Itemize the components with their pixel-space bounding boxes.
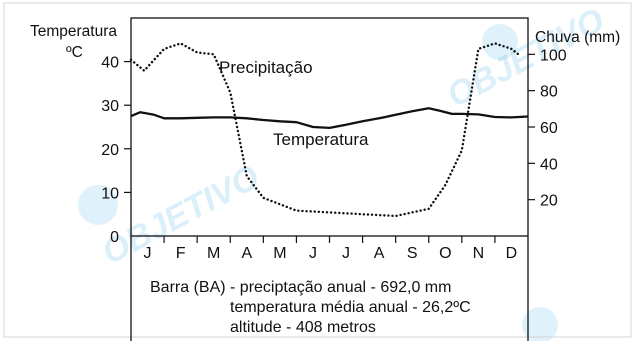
left-y-tick-label: 40	[101, 55, 119, 72]
caption-line-1: Barra (BA) - preciptação anual - 692,0 m…	[150, 279, 451, 296]
series-layer	[129, 42, 529, 218]
left-axis-label-line1: Temperatura	[30, 23, 117, 40]
temperature-series-label: Temperatura	[273, 130, 369, 149]
left-axis-label-line2: ºC	[66, 44, 83, 61]
x-tick-label-4: A	[241, 245, 252, 262]
x-tick-label-8: A	[374, 245, 385, 262]
caption-line-2: temperatura média anual - 26,2ºC	[230, 299, 471, 316]
x-tick-label-2: F	[176, 245, 186, 262]
x-tick-label-3: M	[207, 245, 220, 262]
x-tick-label-12: D	[506, 245, 518, 262]
right-y-tick-label: 100	[540, 47, 567, 64]
right-y-tick-label: 20	[540, 193, 558, 210]
right-axis-label: Chuva (mm)	[535, 29, 620, 46]
x-tick-label-1: J	[144, 245, 152, 262]
right-y-tick-label: 80	[540, 84, 558, 101]
temperature-line	[130, 107, 529, 130]
right-y-tick-label: 60	[540, 120, 558, 137]
caption-line-3: altitude - 408 metros	[230, 319, 376, 336]
x-tick-label-9: S	[407, 245, 418, 262]
objetivo-watermark-logo	[482, 24, 518, 60]
left-y-tick-label: 20	[101, 142, 119, 159]
axes-layer: J F M A M J J A S O N D 0 10 20 30 40 20 40 60 80 100	[101, 47, 567, 262]
objetivo-watermark-logo	[522, 307, 558, 341]
right-y-tick-label: 40	[540, 156, 558, 173]
left-y-tick-label: 10	[101, 185, 119, 202]
x-tick-label-6: J	[309, 245, 317, 262]
x-tick-label-7: J	[342, 245, 350, 262]
precipitation-series-label: Precipitação	[219, 58, 313, 77]
left-y-tick-label: 30	[101, 98, 119, 115]
x-tick-label-5: M	[273, 245, 286, 262]
left-y-tick-label: 0	[110, 229, 119, 246]
x-tick-label-10: O	[439, 245, 451, 262]
objetivo-watermark-logo	[78, 185, 118, 225]
figure-frame	[3, 2, 632, 338]
x-tick-label-11: N	[473, 245, 485, 262]
